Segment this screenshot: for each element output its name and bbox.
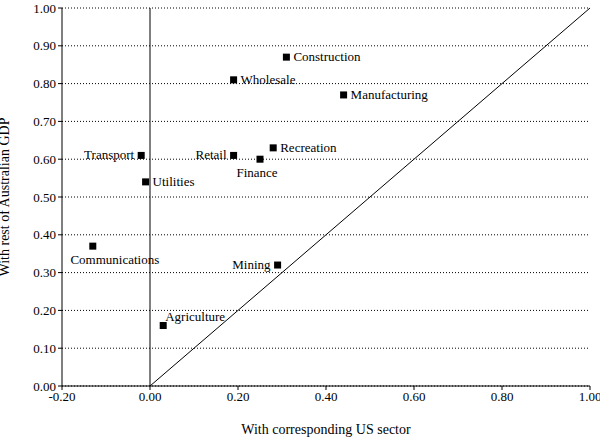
svg-text:0.10: 0.10 — [33, 341, 56, 356]
svg-text:1.00: 1.00 — [579, 389, 592, 404]
svg-text:0.90: 0.90 — [33, 38, 56, 53]
svg-text:0.00: 0.00 — [33, 379, 56, 394]
svg-text:1.00: 1.00 — [33, 1, 56, 16]
svg-text:0.30: 0.30 — [33, 265, 56, 280]
svg-text:Construction: Construction — [293, 49, 361, 64]
svg-text:-0.20: -0.20 — [48, 389, 76, 405]
svg-text:Retail: Retail — [196, 147, 227, 162]
svg-text:Manufacturing: Manufacturing — [351, 87, 429, 102]
svg-text:0.60: 0.60 — [403, 389, 426, 404]
svg-text:Agriculture: Agriculture — [165, 309, 225, 324]
svg-text:0.80: 0.80 — [33, 76, 56, 91]
svg-text:With corresponding US sector: With corresponding US sector — [241, 422, 411, 437]
svg-text:0.40: 0.40 — [33, 227, 56, 242]
svg-text:0.80: 0.80 — [491, 389, 514, 404]
svg-text:Utilities: Utilities — [153, 174, 195, 189]
svg-text:0.70: 0.70 — [33, 114, 56, 129]
svg-text:Recreation: Recreation — [280, 140, 337, 155]
svg-text:With rest of Australian GDP: With rest of Australian GDP — [8, 117, 12, 276]
svg-text:0.20: 0.20 — [33, 303, 56, 318]
svg-text:Transport: Transport — [84, 147, 134, 162]
svg-text:0.20: 0.20 — [227, 389, 250, 404]
svg-text:Mining: Mining — [232, 257, 271, 272]
svg-text:0.60: 0.60 — [33, 152, 56, 167]
svg-text:Communications: Communications — [70, 252, 159, 267]
svg-text:Wholesale: Wholesale — [241, 72, 296, 87]
svg-text:0.50: 0.50 — [33, 190, 56, 205]
svg-text:0.00: 0.00 — [139, 389, 162, 404]
svg-text:0.40: 0.40 — [315, 389, 338, 404]
svg-text:Finance: Finance — [236, 165, 277, 180]
